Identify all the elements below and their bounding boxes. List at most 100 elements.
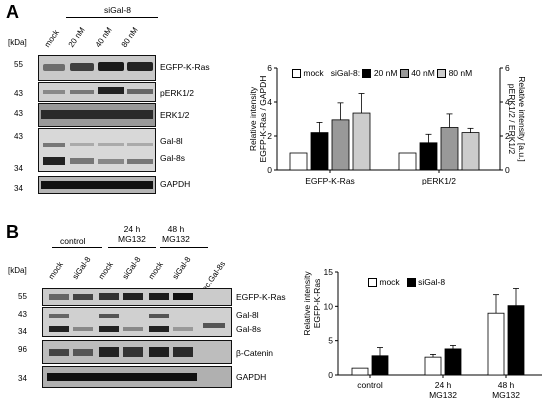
blot-erk-a <box>38 103 156 127</box>
chart-a-ytick-label-right: 6 <box>505 63 510 73</box>
chart-a-bar-1-1 <box>419 142 438 171</box>
chart-a-ytick-label-left: 0 <box>267 165 272 175</box>
chart-a: 0 0 2 2 4 4 6 6 Relative intensityEGFP-K-Ras / G… <box>250 63 527 185</box>
chart-a-ytick-label-left: 2 <box>267 131 272 141</box>
chart-b-bar-0-2 <box>487 312 505 376</box>
legend-a-40-swatch <box>399 69 409 79</box>
kda-label-b: [kDa] <box>8 266 27 275</box>
lane-label-a-3: 40 nM <box>93 25 114 49</box>
chart-b-xtick-label: 24 h MG132 <box>429 380 457 400</box>
lane-label-a-2: 20 nM <box>66 25 87 49</box>
chart-a-ylabel-right: Relative intensity [a.u.]pERK1/2 / ERK1/… <box>507 76 527 162</box>
legend-b-mock-swatch <box>368 278 377 288</box>
blot-gapdh-b <box>42 366 232 388</box>
lane-label-b-4: siGal-8 <box>120 255 143 281</box>
band-label-a-gal8l: Gal-8l <box>160 136 183 146</box>
blot-egfp-kras-b <box>42 288 232 306</box>
group-label-control: control <box>60 236 86 246</box>
band-label-a-perk: pERK1/2 <box>160 88 195 98</box>
chart-a-ytick-label-right: 4 <box>505 97 510 107</box>
chart-b-ytick-label: 15 <box>324 267 334 277</box>
marker-a-55: 55 <box>14 60 23 69</box>
band-label-a-erk: ERK1/2 <box>160 110 190 120</box>
chart-a-bar-3-1 <box>461 132 480 171</box>
marker-b-96: 96 <box>18 345 27 354</box>
sigal-header-line <box>66 17 158 18</box>
chart-a-ytick-label-right: 0 <box>505 165 510 175</box>
marker-a-34a: 34 <box>14 164 23 173</box>
legend-a-20-swatch <box>362 69 372 79</box>
legend-a-prefix: siGal-8: <box>330 68 361 78</box>
lane-label-b-1: mock <box>46 260 65 281</box>
lane-label-a-4: 80 nM <box>119 25 140 49</box>
band-label-b-gal8l: Gal-8l <box>236 310 259 320</box>
legend-b-sigal-swatch <box>406 278 416 288</box>
lane-label-b-6: siGal-8 <box>170 255 193 281</box>
blot-gal8-a <box>38 128 156 172</box>
group-label-48h: 48 h MG132 <box>162 224 190 244</box>
legend-a-mock-label: mock <box>303 68 324 78</box>
blot-perk-a <box>38 82 156 102</box>
chart-b-bar-0-1 <box>424 356 442 376</box>
marker-a-43b: 43 <box>14 109 23 118</box>
chart-a-ylabel-left: Relative intensityEGFP-K-Ras / GAPDH <box>250 76 268 163</box>
legend-a-80-label: 80 nM <box>448 68 473 78</box>
kda-label-a: [kDa] <box>8 38 27 47</box>
band-label-b-gal8s: Gal-8s <box>236 324 262 334</box>
band-label-b-egfp: EGFP-K-Ras <box>236 292 286 302</box>
chart-a-bar-3-0 <box>352 112 371 171</box>
legend-a: mock siGal-8: 20 nM 40 nM 80 nM <box>292 68 473 79</box>
legend-b-sigal-label: siGal-8 <box>418 277 446 287</box>
chart-a-xtick-label: EGFP-K-Ras <box>305 176 355 185</box>
marker-a-43a: 43 <box>14 89 23 98</box>
chart-a-ytick-label-right: 2 <box>505 131 510 141</box>
chart-a-bar-2-1 <box>440 127 459 171</box>
panel-a-letter: A <box>6 2 19 22</box>
band-label-b-catenin: β-Catenin <box>236 348 274 358</box>
chart-a-bar-1-0 <box>310 132 329 171</box>
sigal-header: siGal-8 <box>104 5 131 15</box>
lane-label-b-3: mock <box>96 260 115 281</box>
lane-label-b-2: siGal-8 <box>70 255 93 281</box>
chart-b-xtick-label: 48 h MG132 <box>492 380 520 400</box>
chart-a-ytick-label-left: 4 <box>267 97 272 107</box>
marker-a-34b: 34 <box>14 184 23 193</box>
band-label-a-egfp: EGFP-K-Ras <box>160 62 210 72</box>
chart-b-ytick-label: 0 <box>328 370 333 380</box>
chart-a-ytick-label-left: 6 <box>267 63 272 73</box>
chart-a-xtick-label: pERK1/2 <box>422 176 456 185</box>
marker-b-55: 55 <box>18 292 27 301</box>
marker-a-43c: 43 <box>14 132 23 141</box>
legend-a-40-label: 40 nM <box>411 68 435 78</box>
band-label-a-gal8s: Gal-8s <box>160 153 186 163</box>
group-label-24h: 24 h MG132 <box>118 224 146 244</box>
chart-b-bar-1-0 <box>371 355 389 376</box>
legend-a-mock-swatch <box>292 69 301 79</box>
lane-label-a-1: mock <box>42 28 61 49</box>
chart-b-ylabel: Relative intensityEGFP-K-Ras <box>302 271 322 336</box>
chart-b-bar-0-0 <box>351 367 369 376</box>
chart-a-bar-0-1 <box>398 152 417 171</box>
group-line-24h <box>108 247 156 248</box>
chart-b-bar-1-1 <box>444 348 462 376</box>
legend-b-mock-label: mock <box>379 277 400 287</box>
chart-a-bar-0-0 <box>289 152 308 171</box>
blot-gal8-b <box>42 307 232 337</box>
blot-gapdh-a <box>38 176 156 194</box>
marker-b-34b: 34 <box>18 374 27 383</box>
group-line-control <box>52 247 102 248</box>
marker-b-34a: 34 <box>18 327 27 336</box>
lane-label-b-5: mock <box>146 260 165 281</box>
panel-b-letter: B <box>6 222 19 242</box>
marker-b-43: 43 <box>18 310 27 319</box>
band-label-a-gapdh: GAPDH <box>160 179 191 189</box>
chart-b-ytick-label: 10 <box>324 301 334 311</box>
group-line-48h <box>160 247 208 248</box>
band-label-b-gapdh: GAPDH <box>236 372 267 382</box>
blot-catenin-b <box>42 340 232 364</box>
chart-b-xtick-label: control <box>357 380 383 390</box>
chart-a-bar-2-0 <box>331 119 350 171</box>
chart-b-ytick-label: 5 <box>328 336 333 346</box>
blot-egfp-kras-a <box>38 55 156 81</box>
